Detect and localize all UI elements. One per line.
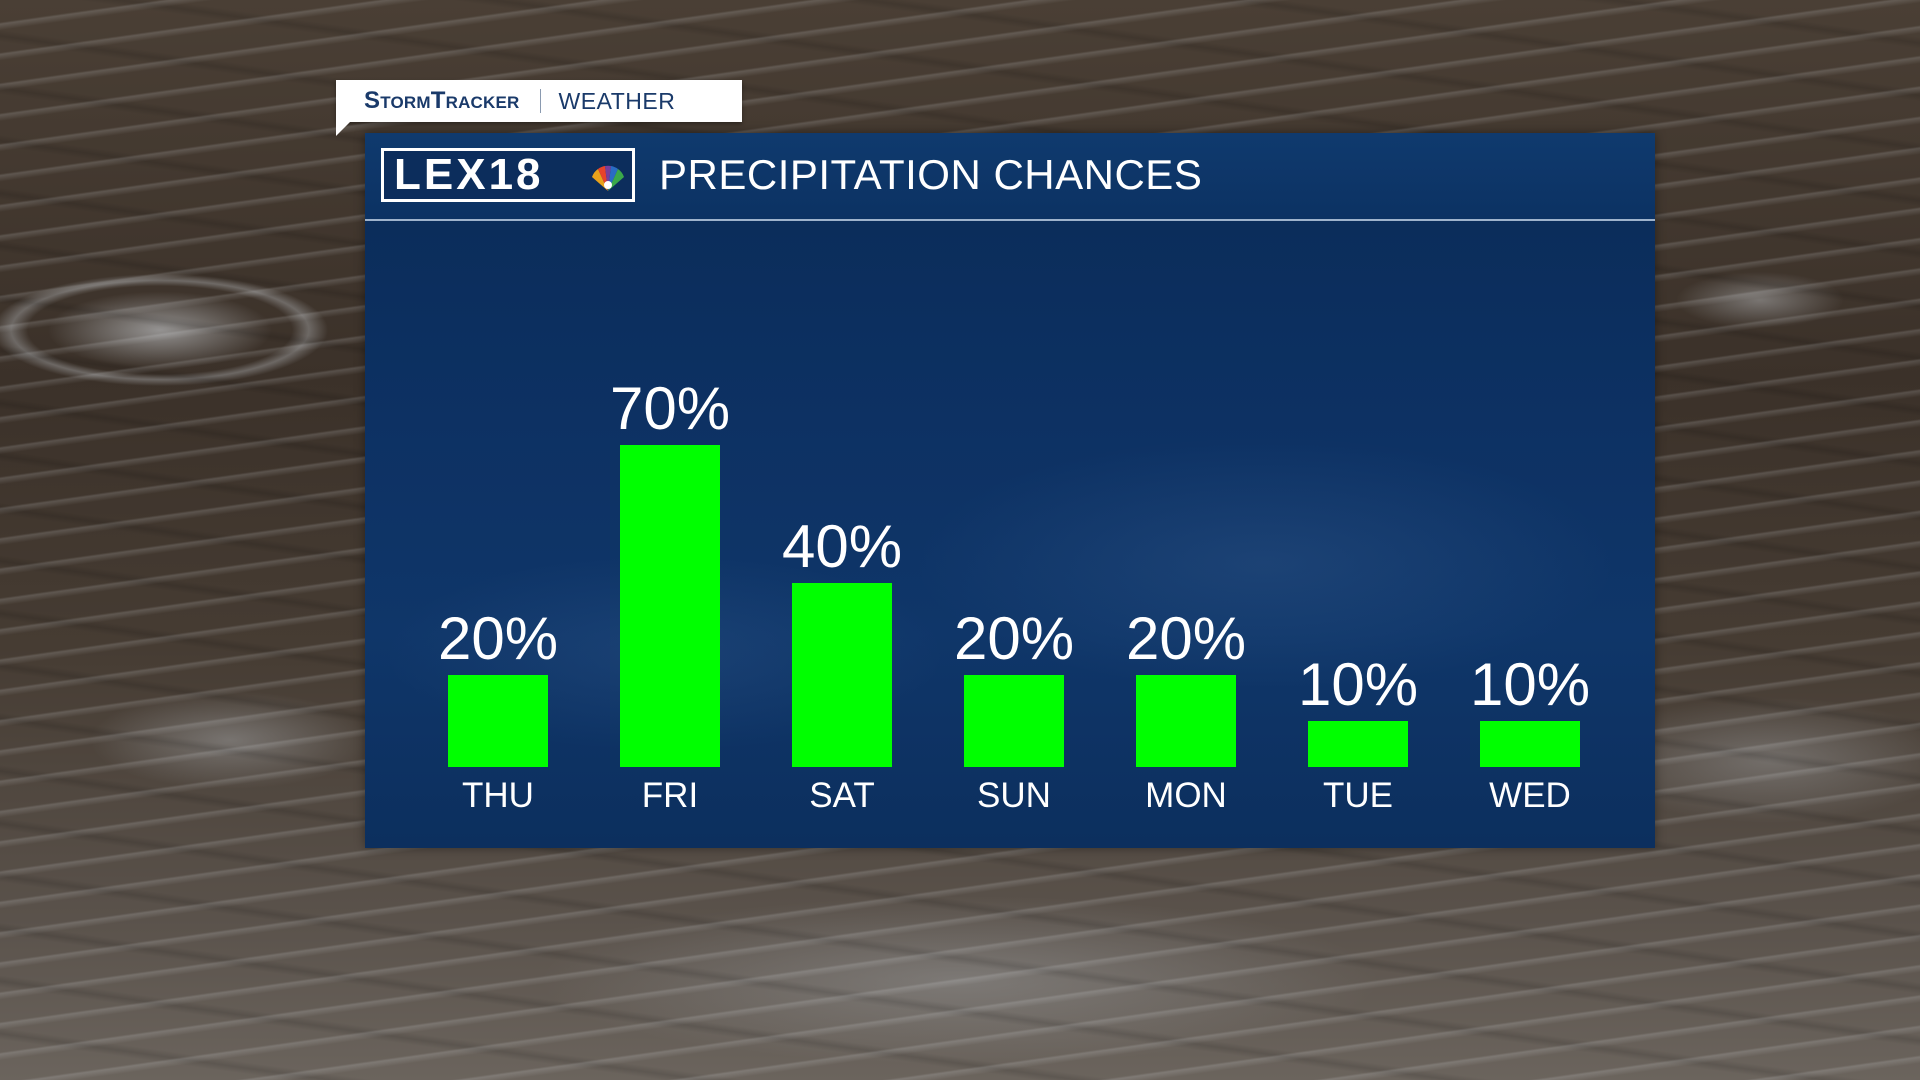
bar-wed — [1480, 721, 1580, 767]
value-label-wed: 10% — [1470, 651, 1590, 718]
bar-sat — [792, 583, 892, 767]
panel-header: LEX18 PRECIPITATION CHANCES — [365, 133, 1655, 221]
value-label-mon: 20% — [1126, 605, 1246, 672]
value-label-thu: 20% — [438, 605, 558, 672]
day-label-mon: MON — [1145, 776, 1227, 815]
bar-fri — [620, 445, 720, 767]
value-label-sat: 40% — [782, 513, 902, 580]
day-label-thu: THU — [462, 776, 534, 815]
station-logo: LEX18 — [381, 148, 635, 202]
day-label-sun: SUN — [977, 776, 1051, 815]
day-label-fri: FRI — [642, 776, 698, 815]
day-label-sat: SAT — [809, 776, 874, 815]
value-label-sun: 20% — [954, 605, 1074, 672]
bar-thu — [448, 675, 548, 767]
chart-title: PRECIPITATION CHANCES — [659, 151, 1203, 198]
precipitation-bar-chart: 20% THU 70% FRI 40% SAT 20% SUN 20% MON 10% TUE 10% W… — [438, 375, 1590, 815]
weather-brand-label: WEATHER — [558, 87, 676, 114]
day-label-wed: WED — [1489, 776, 1571, 815]
bar-mon — [1136, 675, 1236, 767]
value-label-fri: 70% — [610, 375, 730, 442]
precipitation-chart-panel: LEX18 PRECIPITATION CHANCES 20% THU 70% FRI… — [365, 133, 1655, 848]
bar-tue — [1308, 721, 1408, 767]
value-label-tue: 10% — [1298, 651, 1418, 718]
stormtracker-weather-tab: StormTracker WEATHER — [336, 80, 742, 136]
peacock-icon — [592, 165, 624, 191]
station-logo-text: LEX18 — [394, 150, 544, 199]
stormtracker-brand-label: StormTracker — [364, 87, 520, 114]
brand-divider — [539, 89, 541, 113]
day-label-tue: TUE — [1323, 776, 1393, 815]
bar-sun — [964, 675, 1064, 767]
